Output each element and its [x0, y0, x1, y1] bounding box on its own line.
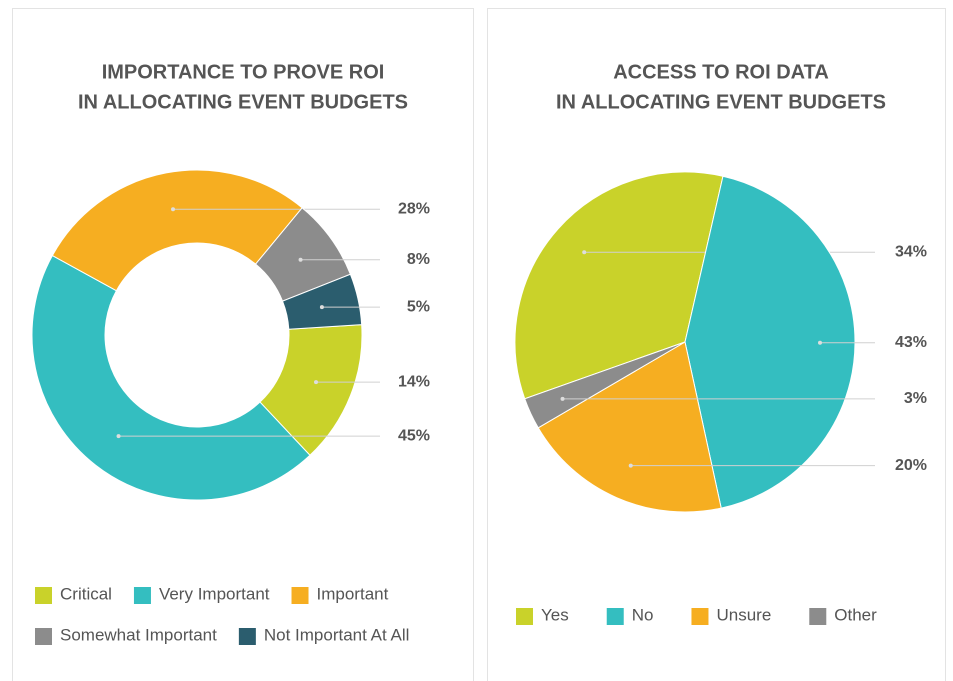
- legend-swatch: [35, 628, 52, 645]
- slice: [524, 341, 686, 429]
- legend-swatch: [691, 608, 709, 625]
- legend-label: Yes: [541, 605, 569, 624]
- legend-swatch: [809, 608, 827, 625]
- leader-dot: [817, 340, 822, 345]
- leader-dot: [298, 257, 303, 262]
- legend-label: Very Important: [159, 584, 270, 603]
- legend-swatch: [133, 587, 151, 604]
- value-label: 34%: [895, 243, 927, 260]
- value-label: 3%: [904, 390, 927, 407]
- legend-swatch: [35, 587, 52, 604]
- value-label: 5%: [407, 298, 430, 315]
- leader-dot: [116, 434, 121, 439]
- legend-swatch: [516, 608, 533, 625]
- legend-label: Unsure: [716, 605, 771, 624]
- legend-swatch: [238, 628, 256, 645]
- value-label: 45%: [398, 427, 430, 444]
- legend-label: Other: [834, 605, 877, 624]
- slice: [281, 273, 363, 330]
- legend-swatch: [606, 608, 624, 625]
- legend-label: Somewhat Important: [60, 625, 217, 644]
- slice: [51, 169, 303, 292]
- value-label: 14%: [398, 373, 430, 390]
- slice: [31, 254, 311, 501]
- legend-label: Not Important At All: [264, 625, 410, 644]
- leader-dot: [171, 207, 176, 212]
- legend-label: Critical: [60, 584, 112, 603]
- chart-title: ACCESS TO ROI DATA: [613, 61, 829, 83]
- chart-title: IMPORTANCE TO PROVE ROI: [102, 61, 385, 83]
- legend-label: Important: [317, 584, 389, 603]
- leader-dot: [582, 250, 587, 255]
- value-label: 28%: [398, 200, 430, 217]
- value-label: 8%: [407, 251, 430, 268]
- legend-label: No: [632, 605, 654, 624]
- leader-dot: [628, 463, 633, 468]
- chart-title: IN ALLOCATING EVENT BUDGETS: [556, 91, 886, 113]
- value-label: 20%: [895, 457, 927, 474]
- leader-dot: [314, 380, 319, 385]
- leader-dot: [560, 396, 565, 401]
- slice: [514, 171, 724, 400]
- slice: [537, 341, 722, 513]
- leader-dot: [319, 305, 324, 310]
- legend-swatch: [291, 587, 309, 604]
- chart-title: IN ALLOCATING EVENT BUDGETS: [78, 91, 408, 113]
- value-label: 43%: [895, 334, 927, 351]
